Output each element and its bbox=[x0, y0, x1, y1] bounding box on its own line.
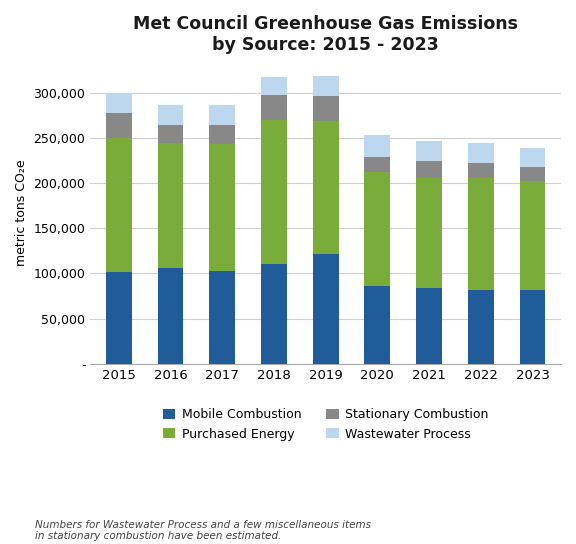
Bar bbox=[106, 94, 132, 113]
Bar bbox=[416, 177, 442, 288]
Text: Numbers for Wastewater Process and a few miscellaneous items
in stationary combu: Numbers for Wastewater Process and a few… bbox=[35, 520, 370, 541]
Bar bbox=[416, 141, 442, 161]
Bar bbox=[261, 77, 287, 95]
Bar bbox=[209, 144, 235, 270]
Bar bbox=[416, 161, 442, 177]
Bar bbox=[520, 181, 545, 290]
Bar bbox=[365, 286, 391, 364]
Y-axis label: metric tons CO₂e: metric tons CO₂e bbox=[15, 159, 28, 265]
Bar bbox=[365, 157, 391, 172]
Bar bbox=[416, 288, 442, 364]
Bar bbox=[209, 105, 235, 125]
Bar bbox=[468, 143, 494, 163]
Bar bbox=[520, 147, 545, 166]
Bar bbox=[520, 290, 545, 364]
Bar bbox=[365, 135, 391, 157]
Legend: Mobile Combustion, Purchased Energy, Stationary Combustion, Wastewater Process: Mobile Combustion, Purchased Energy, Sta… bbox=[158, 403, 494, 446]
Bar bbox=[261, 264, 287, 364]
Bar bbox=[209, 270, 235, 364]
Bar bbox=[313, 255, 339, 364]
Title: Met Council Greenhouse Gas Emissions
by Source: 2015 - 2023: Met Council Greenhouse Gas Emissions by … bbox=[133, 15, 518, 54]
Bar bbox=[106, 271, 132, 364]
Bar bbox=[468, 178, 494, 290]
Bar bbox=[313, 121, 339, 255]
Bar bbox=[313, 76, 339, 96]
Bar bbox=[157, 143, 183, 268]
Bar bbox=[209, 125, 235, 144]
Bar bbox=[365, 172, 391, 286]
Bar bbox=[261, 95, 287, 120]
Bar bbox=[261, 120, 287, 264]
Bar bbox=[157, 105, 183, 125]
Bar bbox=[106, 113, 132, 138]
Bar bbox=[157, 268, 183, 364]
Bar bbox=[313, 96, 339, 121]
Bar bbox=[520, 166, 545, 181]
Bar bbox=[157, 125, 183, 143]
Bar bbox=[106, 138, 132, 271]
Bar bbox=[468, 290, 494, 364]
Bar bbox=[468, 163, 494, 178]
